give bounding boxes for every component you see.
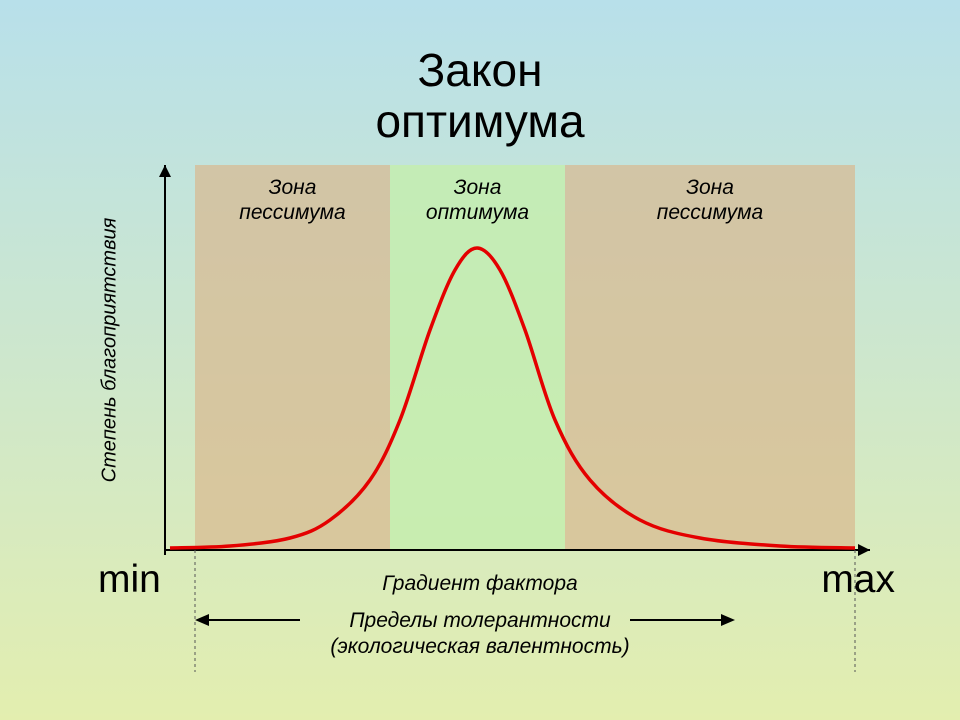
y-axis-label: Степень благоприятствия: [99, 218, 122, 483]
tolerance-label: Пределы толерантности (экологическая вал…: [0, 608, 960, 661]
tolerance-line1: Пределы толерантности: [349, 609, 610, 632]
tolerance-curve: [170, 248, 855, 548]
axes-group: [159, 165, 870, 556]
diagram-root: Закон оптимума ЗонапессимумаЗонаоптимума…: [0, 0, 960, 720]
max-label: max: [821, 558, 895, 602]
min-label: min: [98, 558, 161, 602]
tolerance-line2: (экологическая валентность): [330, 635, 629, 658]
